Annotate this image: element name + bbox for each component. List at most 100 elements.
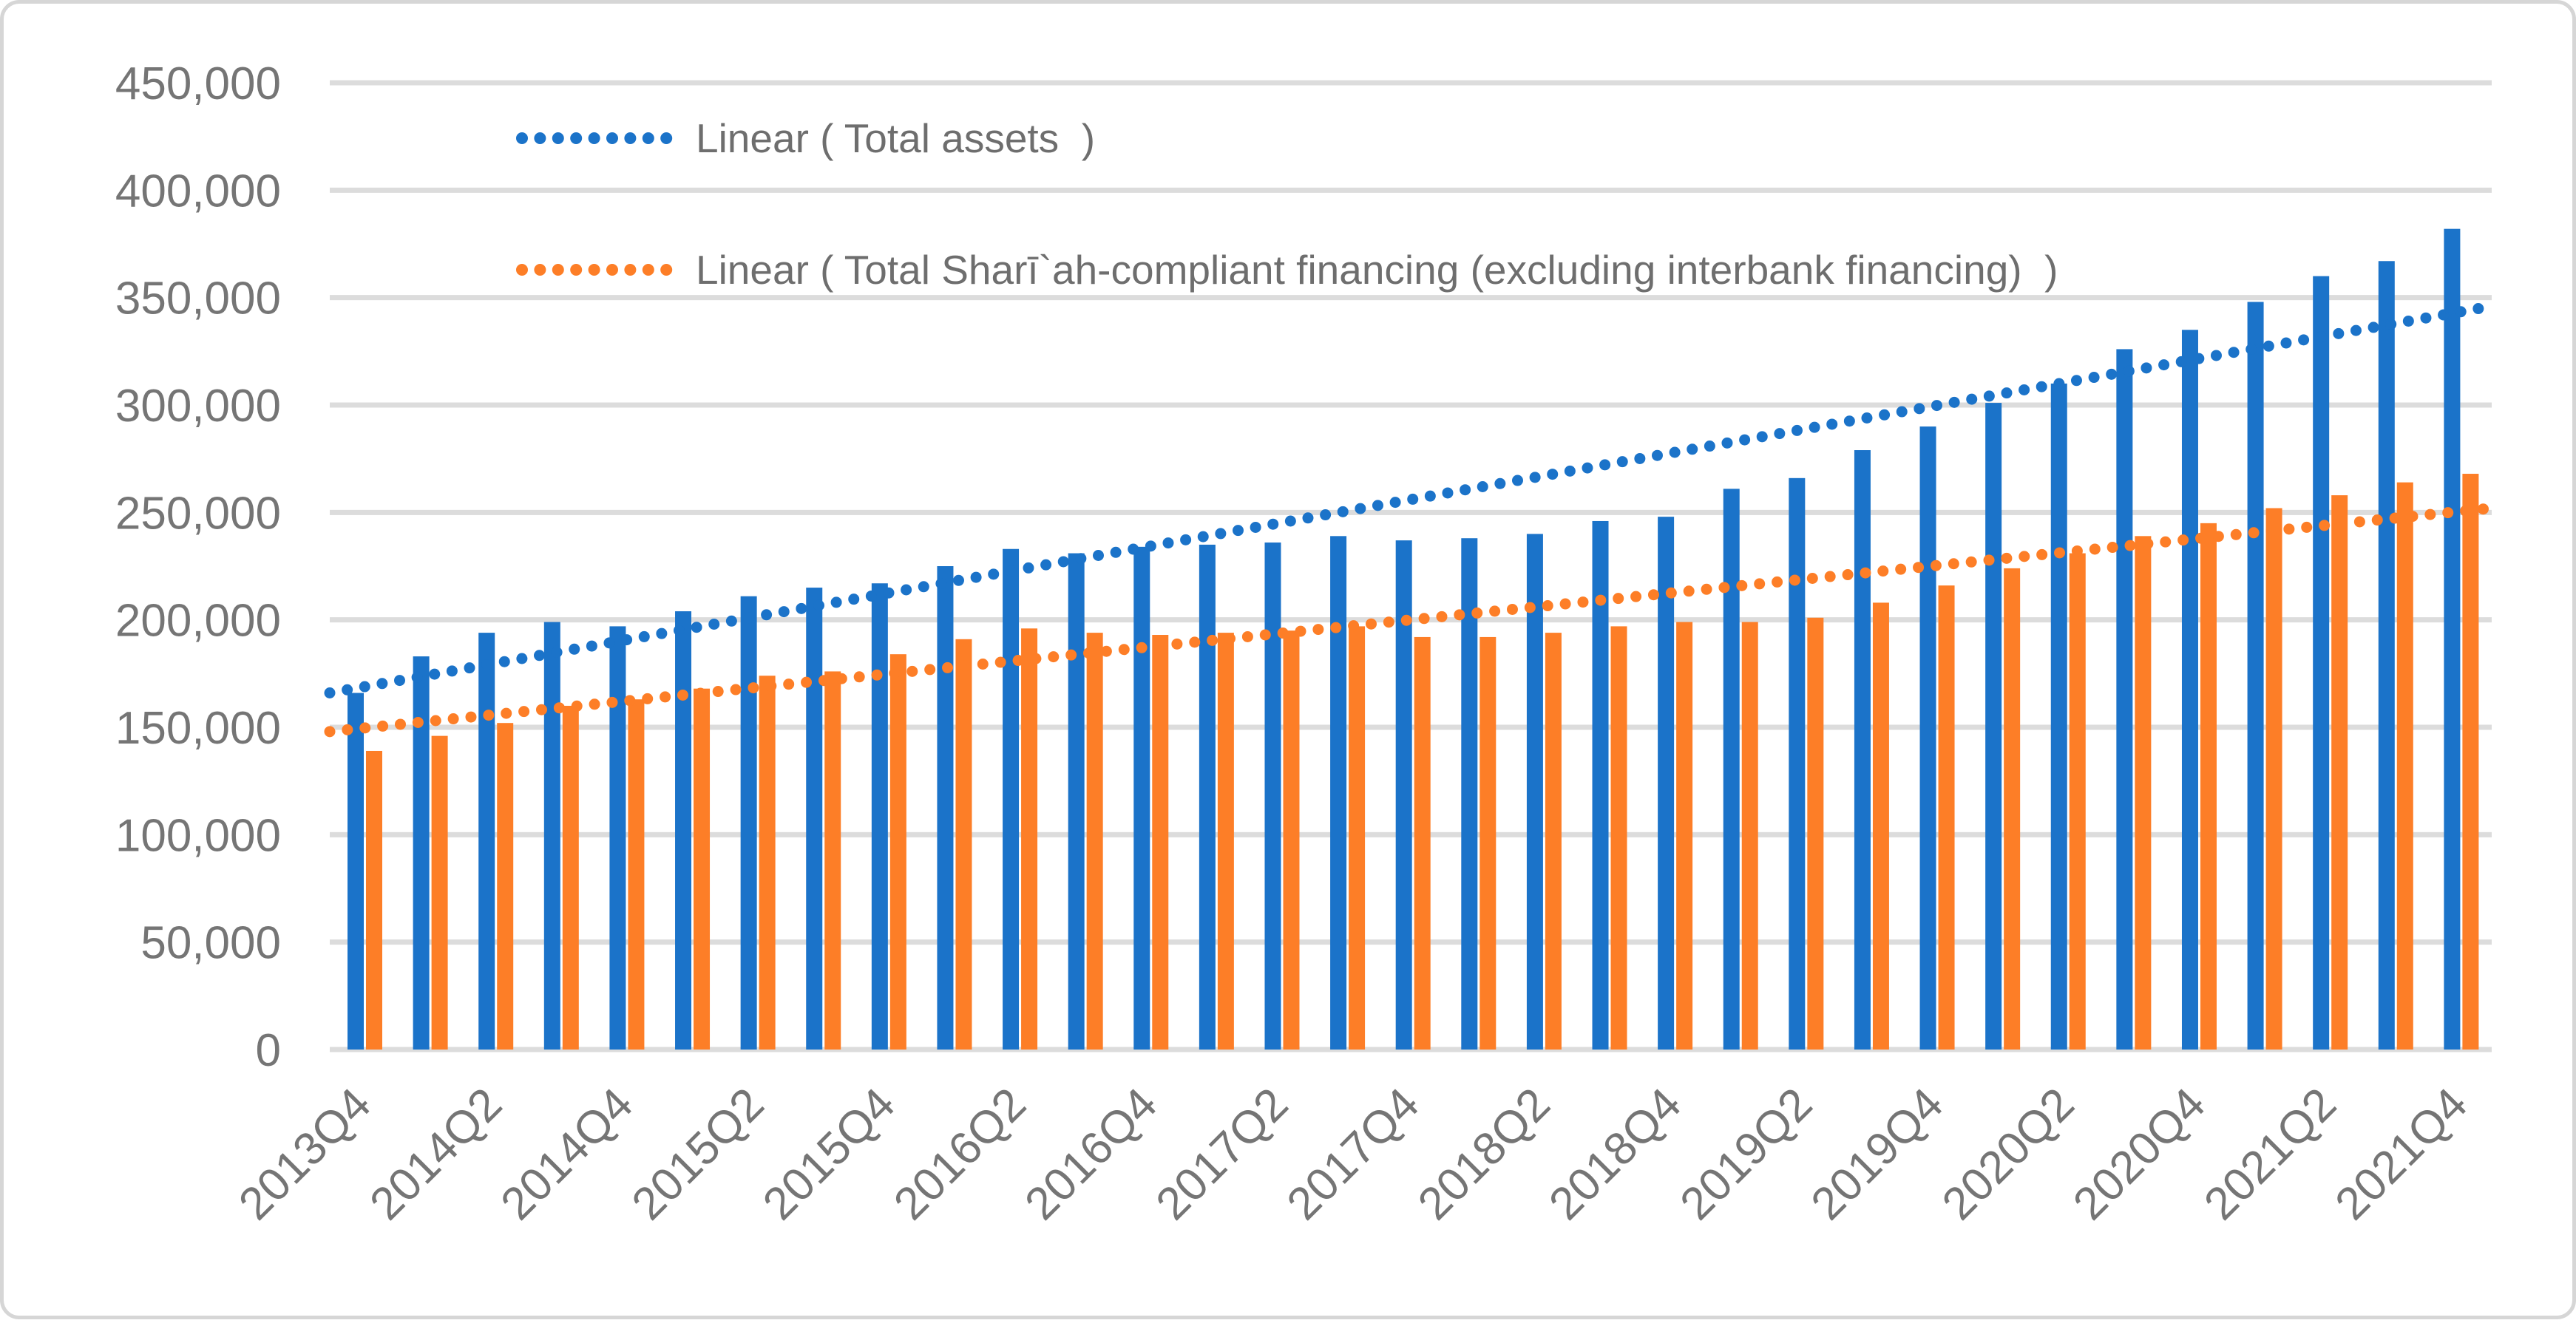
bar-total-assets [740, 596, 757, 1050]
x-tick-label: 2020Q4 [2064, 1078, 2215, 1230]
y-tick-label: 400,000 [115, 166, 281, 217]
y-tick-label: 100,000 [115, 810, 281, 861]
bar-shariah-financing [1872, 602, 1889, 1050]
bar-shariah-financing [1938, 585, 1955, 1050]
x-tick-label: 2019Q2 [1670, 1078, 1822, 1230]
bar-total-assets [478, 633, 495, 1050]
y-tick-label: 450,000 [115, 58, 281, 109]
bar-total-assets [1199, 544, 1216, 1050]
x-tick-label: 2018Q4 [1539, 1078, 1691, 1230]
bar-total-assets [1592, 520, 1609, 1050]
bar-shariah-financing [1152, 635, 1169, 1050]
bar-total-assets [1264, 543, 1281, 1050]
y-tick-label: 200,000 [115, 596, 281, 647]
y-tick-label: 300,000 [115, 381, 281, 432]
x-tick-label: 2016Q2 [884, 1078, 1036, 1230]
bar-total-assets [675, 611, 692, 1050]
bar-total-assets [1789, 477, 1806, 1050]
legend-label-total-assets: Linear ( Total assets ) [696, 115, 1096, 161]
bar-shariah-financing [2331, 495, 2348, 1050]
y-tick-label: 150,000 [115, 703, 281, 754]
bar-shariah-financing [1349, 626, 1366, 1050]
bar-total-assets [2378, 261, 2395, 1050]
bar-shariah-financing [1086, 633, 1103, 1050]
bar-total-assets [2116, 349, 2133, 1050]
bar-shariah-financing [2396, 482, 2413, 1050]
bar-shariah-financing [628, 699, 645, 1050]
legend-item-shariah-financing: Linear ( Total Sharī`ah-compliant financ… [515, 244, 2058, 296]
x-tick-label: 2014Q2 [360, 1078, 512, 1230]
trendline-shariah-financing [324, 503, 2498, 738]
bar-shariah-financing [1414, 636, 1431, 1050]
bar-total-assets [609, 626, 626, 1050]
bar-total-assets [2313, 276, 2330, 1050]
bar-shariah-financing [955, 639, 972, 1050]
bar-shariah-financing [1610, 626, 1627, 1050]
bar-shariah-financing [2200, 523, 2217, 1050]
x-tick-label: 2021Q2 [2194, 1078, 2346, 1230]
bar-total-assets [348, 693, 364, 1050]
bar-shariah-financing [562, 705, 579, 1050]
bar-total-assets [1526, 534, 1543, 1050]
trendline-dotted-swatch-blue-icon [516, 132, 673, 144]
bar-total-assets [1461, 538, 1478, 1050]
bar-total-assets [1985, 403, 2002, 1050]
bar-shariah-financing [2135, 536, 2152, 1050]
bar-shariah-financing [1021, 628, 1038, 1050]
bar-total-assets [413, 656, 430, 1050]
x-tick-label: 2014Q4 [492, 1078, 643, 1230]
x-tick-label: 2017Q4 [1278, 1078, 1429, 1230]
bar-shariah-financing [1283, 630, 1300, 1050]
bar-shariah-financing [431, 735, 448, 1050]
bar-total-assets [1003, 548, 1020, 1050]
x-tick-label: 2013Q4 [229, 1078, 381, 1230]
bar-shariah-financing [497, 723, 514, 1050]
y-tick-label: 50,000 [140, 918, 281, 969]
bar-shariah-financing [1217, 633, 1234, 1050]
x-tick-label: 2015Q4 [753, 1078, 905, 1230]
bar-total-assets [1658, 517, 1675, 1050]
bar-shariah-financing [824, 671, 841, 1050]
x-tick-label: 2017Q2 [1147, 1078, 1298, 1230]
bar-shariah-financing [1741, 622, 1758, 1050]
x-tick-label: 2015Q2 [623, 1078, 774, 1230]
bar-shariah-financing [2004, 568, 2021, 1050]
bar-shariah-financing [1479, 636, 1497, 1050]
legend-item-total-assets: Linear ( Total assets ) [515, 112, 1095, 164]
bar-total-assets [2444, 228, 2461, 1050]
bar-chart-plot: 0 50,000 100,000 150,000 200,000 250,000 300,0… [115, 58, 2498, 1230]
bar-total-assets [871, 583, 888, 1050]
bar-total-assets [1330, 536, 1347, 1050]
bar-shariah-financing [2462, 474, 2479, 1050]
trendline-total-assets [324, 300, 2498, 698]
y-tick-label: 250,000 [115, 488, 281, 539]
y-tick-label: 350,000 [115, 273, 281, 324]
trendline-dotted-swatch-orange-icon [516, 264, 673, 276]
bar-shariah-financing [1807, 617, 1824, 1050]
x-tick-label: 2016Q4 [1015, 1078, 1167, 1230]
bar-total-assets [2247, 302, 2264, 1050]
x-tick-label: 2018Q2 [1409, 1078, 1560, 1230]
y-tick-label: 0 [256, 1025, 281, 1076]
bar-shariah-financing [366, 750, 382, 1050]
bar-total-assets [2050, 383, 2067, 1050]
bar-total-assets [806, 588, 823, 1050]
bar-total-assets [1854, 450, 1871, 1050]
bar-total-assets [1068, 553, 1085, 1050]
bar-total-assets [2181, 330, 2198, 1050]
bar-total-assets [1919, 426, 1936, 1050]
bar-shariah-financing [2265, 508, 2282, 1050]
bar-total-assets [1133, 546, 1150, 1050]
bar-shariah-financing [1545, 633, 1562, 1050]
x-tick-label: 2019Q4 [1802, 1078, 1953, 1230]
bar-total-assets [543, 622, 560, 1050]
bar-shariah-financing [694, 688, 711, 1050]
bar-total-assets [1723, 489, 1740, 1050]
x-tick-label: 2020Q2 [1933, 1078, 2084, 1230]
bar-total-assets [1395, 540, 1412, 1050]
legend-label-shariah-financing: Linear ( Total Sharī`ah-compliant financ… [696, 247, 2058, 293]
bar-shariah-financing [889, 654, 906, 1050]
bar-shariah-financing [2069, 553, 2086, 1050]
bar-shariah-financing [1676, 622, 1693, 1050]
